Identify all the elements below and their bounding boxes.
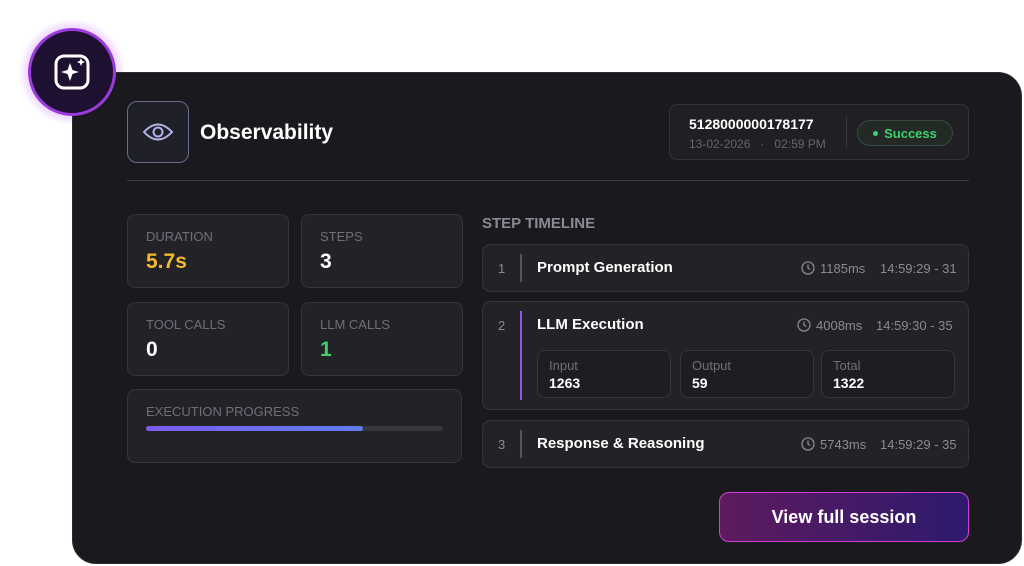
stat-value: 0 bbox=[146, 338, 158, 361]
step-name: Prompt Generation bbox=[537, 259, 673, 276]
metric-box bbox=[537, 350, 671, 398]
metric-label: Total bbox=[833, 358, 861, 373]
divider bbox=[846, 116, 847, 148]
stat-label: LLM CALLS bbox=[320, 317, 391, 332]
stat-card bbox=[127, 302, 289, 376]
metric-box bbox=[680, 350, 814, 398]
step-name: LLM Execution bbox=[537, 316, 644, 333]
clock-icon bbox=[801, 261, 815, 275]
stat-card bbox=[127, 214, 289, 288]
step-rule bbox=[520, 430, 522, 458]
step-time: 14:59:29 - 31 bbox=[880, 261, 957, 276]
stat-label: TOOL CALLS bbox=[146, 317, 226, 332]
stat-card bbox=[301, 302, 463, 376]
stat-card bbox=[301, 214, 463, 288]
step-duration: 5743ms bbox=[820, 437, 867, 452]
step-duration: 1185ms bbox=[820, 261, 866, 276]
step-time: 14:59:29 - 35 bbox=[880, 437, 957, 452]
status: Success bbox=[884, 125, 937, 141]
status-pill: Success bbox=[857, 120, 953, 146]
stat-label: DURATION bbox=[146, 229, 213, 244]
clock-icon bbox=[801, 437, 815, 451]
stat-value: 3 bbox=[320, 250, 332, 273]
step-name: Response & Reasoning bbox=[537, 435, 705, 452]
step-card bbox=[482, 420, 969, 468]
progress-label: EXECUTION PROGRESS bbox=[146, 404, 300, 419]
progress-fill bbox=[146, 426, 363, 431]
step-index: 2 bbox=[498, 318, 506, 333]
eye-icon bbox=[127, 101, 189, 163]
step-card bbox=[482, 244, 969, 292]
step-index: 3 bbox=[498, 437, 506, 452]
metric-box bbox=[821, 350, 955, 398]
metric-label: Input bbox=[549, 358, 578, 373]
step-rule bbox=[520, 311, 522, 400]
session-id: 5128000000178177 bbox=[689, 116, 814, 132]
clock-icon bbox=[797, 318, 811, 332]
status-dot bbox=[873, 130, 879, 136]
timeline-title: STEP TIMELINE bbox=[482, 215, 596, 232]
stat-label: STEPS bbox=[320, 229, 363, 244]
view-session-button[interactable]: View full session bbox=[719, 492, 969, 542]
sparkle-icon bbox=[28, 28, 116, 116]
stat-value: 5.7s bbox=[146, 250, 187, 273]
metric-value: 59 bbox=[692, 375, 708, 391]
metric-value: 1263 bbox=[549, 375, 581, 391]
step-rule bbox=[520, 254, 522, 282]
session-date: 13-02-2026 · 02:59 PM bbox=[689, 137, 826, 151]
date: 13-02-2026 bbox=[689, 137, 751, 151]
metric-value: 1322 bbox=[833, 375, 865, 391]
progress-track bbox=[146, 426, 443, 431]
title: Observability bbox=[200, 121, 334, 144]
separator: · bbox=[760, 137, 765, 151]
header-rule bbox=[127, 180, 969, 181]
step-time: 14:59:30 - 35 bbox=[876, 318, 953, 333]
metric-label: Output bbox=[692, 358, 732, 373]
step-duration: 4008ms bbox=[816, 318, 863, 333]
step-index: 1 bbox=[498, 261, 506, 276]
stat-value: 1 bbox=[320, 338, 332, 361]
time: 02:59 PM bbox=[774, 137, 826, 151]
